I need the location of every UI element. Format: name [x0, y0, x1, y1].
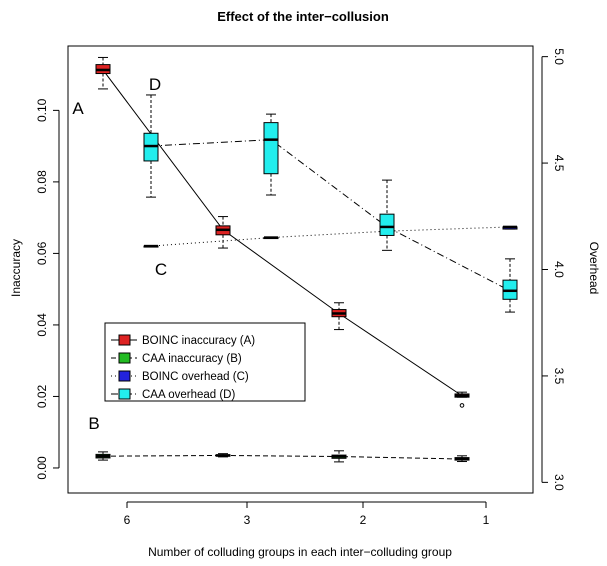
- legend-swatch: [118, 334, 131, 346]
- right-tick-label: 4.5: [552, 155, 566, 172]
- left-tick-label: 0.06: [35, 241, 49, 265]
- box-s1-3: [215, 216, 231, 249]
- right-tick-label: 3.0: [552, 474, 566, 491]
- legend-swatch: [118, 370, 131, 382]
- x-axis: 6 3 2 1: [124, 501, 490, 527]
- left-axis: 0.00 0.02 0.04 0.06 0.08 0.10: [35, 98, 60, 480]
- legend-label: CAA overhead (D): [142, 389, 235, 401]
- legend-swatch: [118, 388, 131, 400]
- legend-label: CAA inaccuracy (B): [142, 353, 242, 365]
- y-axis-right-label: Overhead: [587, 242, 601, 295]
- annotation-D: D: [149, 75, 161, 94]
- box-s2-1: [454, 455, 470, 463]
- box-iqr: [379, 213, 395, 236]
- plot-area: [67, 45, 534, 494]
- right-axis: 3.0 3.5 4.0 4.5 5.0: [541, 48, 566, 491]
- legend-box: [104, 322, 306, 402]
- box-s4-6: [143, 94, 159, 198]
- left-tick-label: 0.08: [35, 170, 49, 194]
- right-tick-label: 4.0: [552, 261, 566, 278]
- box-s2-6: [95, 451, 111, 461]
- legend-label: BOINC overhead (C): [142, 371, 249, 383]
- box-s1-2: [331, 302, 347, 331]
- legend-label: BOINC inaccuracy (A): [142, 335, 255, 347]
- boxplots: [95, 56, 518, 463]
- x-tick-label: 3: [244, 513, 251, 527]
- annotation-C: C: [155, 260, 167, 279]
- box-s4-2: [379, 179, 395, 251]
- series-line-1: [102, 69, 463, 397]
- box-s1-1: [454, 391, 470, 408]
- series-line-3: [150, 226, 511, 247]
- box-s2-2: [331, 450, 347, 463]
- box-iqr: [263, 122, 279, 175]
- x-tick-label: 1: [483, 513, 490, 527]
- x-tick-label: 6: [124, 513, 131, 527]
- series-line-2: [102, 454, 463, 460]
- legend-swatch: [118, 352, 131, 364]
- x-axis-label: Number of colluding groups in each inter…: [148, 545, 452, 559]
- annotation-B: B: [88, 414, 99, 433]
- right-tick-label: 5.0: [552, 48, 566, 65]
- series-lines: [102, 69, 511, 460]
- annotation-A: A: [72, 99, 84, 118]
- box-s3-6: [143, 244, 159, 248]
- right-tick-label: 3.5: [552, 368, 566, 385]
- annotations: A B C D: [72, 75, 167, 433]
- left-tick-label: 0.04: [35, 313, 49, 337]
- x-tick-label: 2: [360, 513, 367, 527]
- chart-title: Effect of the inter−collusion: [217, 9, 389, 24]
- box-s4-3: [263, 113, 279, 196]
- left-tick-label: 0.02: [35, 384, 49, 408]
- left-tick-label: 0.10: [35, 98, 49, 122]
- box-s1-6: [95, 56, 111, 90]
- box-s3-3: [263, 236, 279, 240]
- box-outlier: [459, 403, 465, 408]
- box-s2-3: [215, 453, 231, 458]
- box-s3-1: [502, 225, 518, 230]
- box-s4-1: [502, 258, 518, 313]
- legend: BOINC inaccuracy (A) CAA inaccuracy (B) BO…: [104, 322, 306, 402]
- left-tick-label: 0.00: [35, 456, 49, 480]
- series-line-4: [150, 139, 511, 292]
- y-axis-left-label: Inaccuracy: [9, 239, 23, 297]
